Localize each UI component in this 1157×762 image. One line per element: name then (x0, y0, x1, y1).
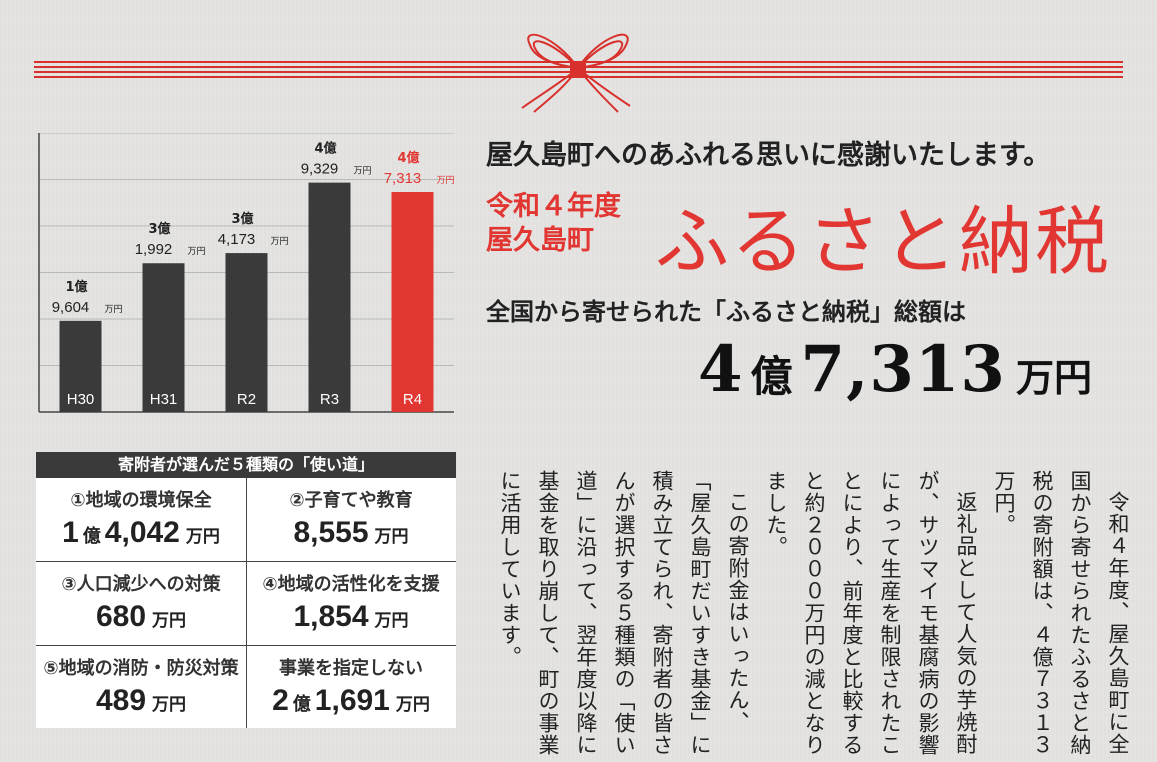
bars: H30 1億 9,604 万円 H31 3億 1,992 万円 R2 3億 4,173 万円 R3 4億 9… (52, 141, 454, 412)
data-label-unit: 万円 (187, 246, 205, 257)
x-tick-label: H30 (67, 391, 95, 408)
amount-man: 1,854 (293, 600, 369, 633)
amount-oku-unit: 億 (292, 694, 311, 715)
use-label: ④地域の活性化を支援 (262, 574, 440, 595)
uses-table-title: 寄附者が選んだ５種類の「使い道」 (36, 452, 456, 478)
body-paragraph: 令和４年度、屋久島町に全国から寄せられたふるさと納税の寄附額は、４億７３１３万円… (992, 470, 1130, 756)
amount-man: 8,555 (293, 516, 369, 549)
use-amount: 489 万円 (36, 684, 246, 718)
use-label: ①地域の環境保全 (70, 490, 212, 511)
data-label-oku: 3億 (148, 221, 170, 237)
amount-man: 1,691 (314, 684, 390, 717)
year-label: 令和４年度 (486, 191, 621, 222)
x-tick-label: R3 (320, 391, 339, 408)
amount-man: 489 (95, 684, 147, 717)
total-oku-number: 4 (698, 332, 743, 407)
amount-man: 4,042 (104, 516, 180, 549)
body-paragraph: 返礼品として人気の芋焼酎が、サツマイモ基腐病の影響によって生産を制限されたことに… (764, 470, 978, 756)
use-amount: 2 億 1,691 万円 (246, 684, 456, 718)
data-label-man: 9,329 (301, 161, 339, 178)
use-cell-disaster: ⑤地域の消防・防災対策 489 万円 (36, 646, 246, 729)
total-man-number: 7,313 (800, 332, 1006, 407)
use-amount: 680 万円 (36, 600, 246, 634)
use-cell-education: ②子育てや教育 8,555 万円 (246, 478, 456, 561)
data-label-man: 7,313 (384, 170, 422, 187)
amount-oku: 2 (272, 684, 289, 717)
data-label-man: 9,604 (52, 299, 90, 316)
x-tick-label: R2 (237, 391, 256, 408)
data-label-oku: 4億 (397, 150, 419, 166)
data-label-unit: 万円 (436, 175, 454, 186)
amount-man: 680 (95, 600, 147, 633)
body-text: 令和４年度、屋久島町に全国から寄せられたふるさと納税の寄附額は、４億７３１３万円… (498, 470, 1137, 756)
bar (225, 253, 268, 412)
use-label: ⑤地域の消防・防災対策 (43, 658, 239, 679)
data-label-unit: 万円 (270, 236, 288, 247)
donation-bar-chart: H30 1億 9,604 万円 H31 3億 1,992 万円 R2 3億 4,173 万円 R3 4億 9… (38, 133, 454, 413)
use-cell-revitalization: ④地域の活性化を支援 1,854 万円 (246, 562, 456, 645)
use-amount: 8,555 万円 (246, 516, 456, 550)
town-label: 屋久島町 (486, 225, 594, 256)
amount-unit: 万円 (185, 527, 220, 547)
page-title: ふるさと納税 (655, 199, 1111, 285)
amount-unit: 万円 (374, 527, 409, 547)
bar (142, 263, 185, 412)
data-label-unit: 万円 (353, 166, 371, 177)
use-amount: 1,854 万円 (246, 600, 456, 634)
amount-unit: 万円 (395, 695, 430, 715)
use-cell-unspecified: 事業を指定しない 2 億 1,691 万円 (246, 646, 456, 729)
x-tick-label: R4 (403, 391, 422, 408)
amount-unit: 万円 (152, 611, 187, 631)
amount-oku-unit: 億 (82, 526, 101, 547)
body-paragraph: この寄附金はいったん、「屋久島町だいすき基金」に積み立てられ、寄附者の皆さんが選… (498, 470, 750, 756)
total-amount: 4 億 7,313 万円 (698, 332, 1092, 407)
use-cell-population: ③人口減少への対策 680 万円 (36, 562, 246, 645)
x-tick-label: H31 (150, 391, 178, 408)
bar (391, 191, 434, 412)
data-label-oku: 1億 (65, 279, 87, 295)
total-oku-unit: 億 (750, 352, 793, 401)
data-label-unit: 万円 (104, 304, 122, 315)
data-label-man: 1,992 (135, 241, 173, 258)
divider (36, 561, 456, 562)
use-label: 事業を指定しない (279, 658, 423, 679)
bar (308, 182, 351, 412)
ribbon-decoration (34, 33, 1123, 113)
ribbon-knot (570, 62, 586, 77)
data-label-oku: 4億 (314, 141, 336, 157)
data-label-oku: 3億 (231, 211, 253, 227)
divider (246, 478, 247, 728)
divider (36, 645, 456, 646)
amount-oku: 1 (62, 516, 79, 549)
subhead: 全国から寄せられた「ふるさと納税」総額は (486, 298, 966, 326)
data-label-man: 4,173 (218, 231, 256, 248)
use-cell-environment: ①地域の環境保全 1 億 4,042 万円 (36, 478, 246, 561)
headline: 屋久島町へのあふれる思いに感謝いたします。 (486, 140, 1051, 171)
total-man-unit: 万円 (1015, 355, 1092, 400)
amount-unit: 万円 (374, 611, 409, 631)
bar (59, 320, 102, 412)
amount-unit: 万円 (152, 695, 187, 715)
use-label: ③人口減少への対策 (61, 574, 221, 595)
year-town-label: 令和４年度 屋久島町 (486, 190, 621, 258)
use-label: ②子育てや教育 (289, 490, 413, 511)
use-amount: 1 億 4,042 万円 (36, 516, 246, 550)
uses-table: 寄附者が選んだ５種類の「使い道」 ①地域の環境保全 1 億 4,042 万円 ②子育て… (36, 452, 456, 728)
